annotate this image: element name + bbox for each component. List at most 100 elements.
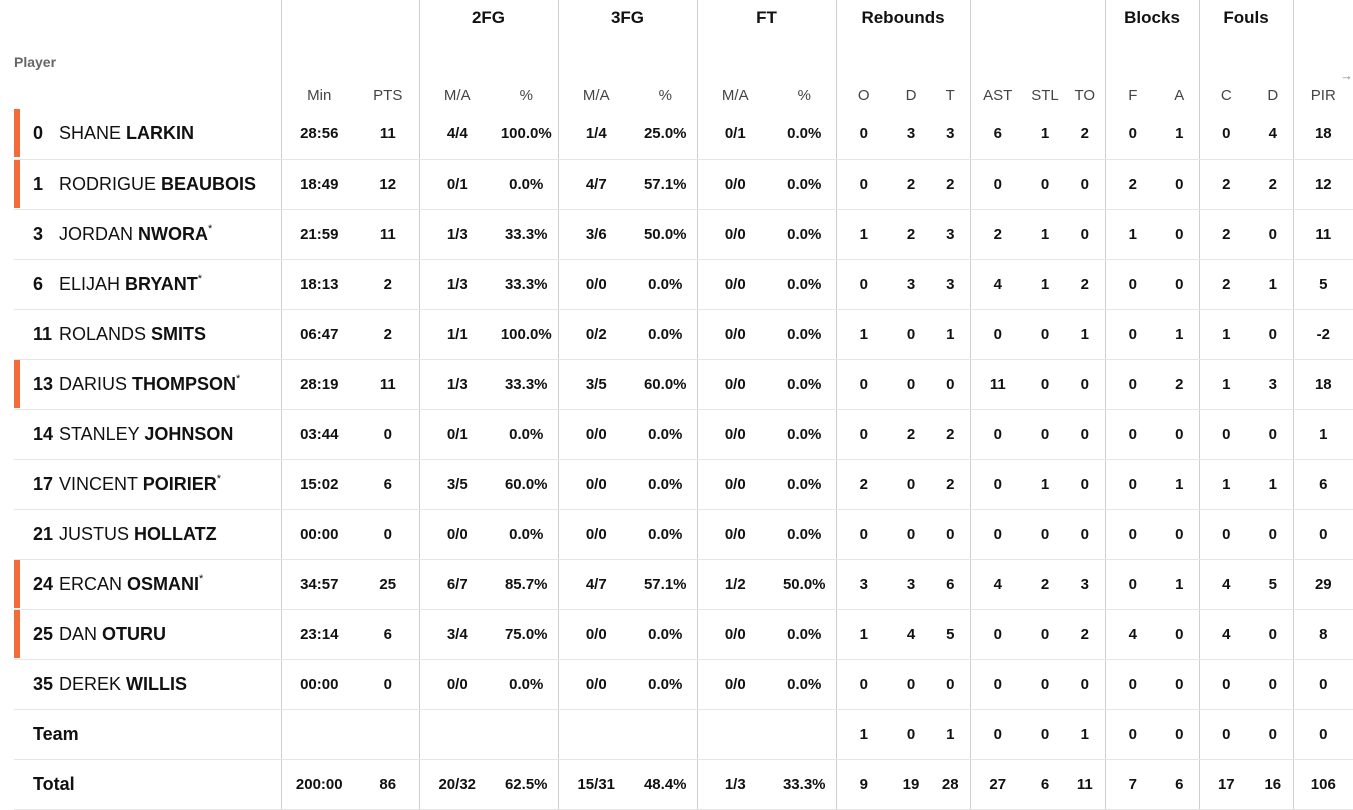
group-2fg: 2FG — [418, 0, 558, 36]
cell-reb-o: 0 — [835, 659, 891, 710]
player-number: 25 — [33, 623, 54, 644]
header-blk-a[interactable]: A — [1174, 87, 1185, 104]
cell-3fg-pct: 0.0% — [634, 659, 697, 710]
cell-stl: 1 — [1025, 459, 1066, 510]
player-last-name: OSMANI — [127, 573, 200, 594]
cell-2fg-pct — [495, 709, 558, 760]
cell-min: 18:13 — [280, 259, 357, 310]
cell-pts: 2 — [357, 309, 419, 360]
player-row[interactable]: 6 ELIJAH BRYANT* 18:13 2 1/3 33.3% 0/0 0.0% 0/0 0… — [14, 259, 1353, 310]
header-blk-f[interactable]: F — [1104, 36, 1161, 109]
player-row[interactable]: 1 RODRIGUE BEAUBOIS 18:49 12 0/1 0.0% 4/7 57.1%… — [14, 159, 1353, 210]
player-row[interactable]: 3 JORDAN NWORA* 21:59 11 1/3 33.3% 3/6 50.0% 0/0… — [14, 209, 1353, 260]
cell-reb-t: 3 — [931, 109, 971, 160]
player-name-cell[interactable]: 1 RODRIGUE BEAUBOIS — [14, 159, 281, 210]
cell-ft-ma — [696, 709, 773, 760]
header-reb-d[interactable]: D — [905, 87, 917, 104]
cell-ft-ma: 0/0 — [696, 659, 773, 710]
cell-ft-ma: 1/3 — [696, 759, 773, 810]
player-name-cell[interactable]: 0 SHANE LARKIN — [14, 109, 281, 160]
player-row[interactable]: 17 VINCENT POIRIER* 15:02 6 3/5 60.0% 0/0 0.0% 0… — [14, 459, 1353, 510]
starter-marker — [14, 109, 20, 157]
cell-3fg-pct: 57.1% — [634, 559, 697, 610]
player-number: 14 — [33, 423, 54, 444]
starter-marker — [14, 359, 20, 408]
player-last-name: BEAUBOIS — [161, 173, 257, 194]
header-fouls-c[interactable]: C — [1198, 36, 1254, 109]
cell-pts: 6 — [357, 459, 419, 510]
cell-reb-o: 1 — [835, 209, 891, 260]
cell-3fg-ma: 0/0 — [557, 259, 634, 310]
player-row[interactable]: 24 ERCAN OSMANI* 34:57 25 6/7 85.7% 4/7 57.1% 1/… — [14, 559, 1353, 610]
cell-3fg-ma: 0/0 — [557, 609, 634, 660]
header-player[interactable]: Player — [14, 54, 57, 70]
header-2fg-ma[interactable]: M/A — [418, 36, 495, 109]
cell-ast: 6 — [969, 109, 1026, 160]
header-3fg-pct[interactable]: % — [658, 87, 672, 104]
player-name-cell[interactable]: 24 ERCAN OSMANI* — [14, 559, 281, 610]
cell-2fg-ma: 0/1 — [418, 409, 495, 460]
header-ft-ma[interactable]: M/A — [696, 36, 773, 109]
player-number: 0 — [33, 123, 44, 144]
cell-2fg-pct: 60.0% — [495, 459, 558, 510]
cell-ft-ma: 0/0 — [696, 509, 773, 560]
cell-3fg-ma: 0/0 — [557, 659, 634, 710]
header-stl[interactable]: STL — [1031, 87, 1059, 104]
header-3fg-ma[interactable]: M/A — [557, 36, 634, 109]
group-header-row: 2FG 3FG FT Rebounds Blocks Fouls — [14, 0, 1353, 36]
header-min[interactable]: Min — [280, 36, 357, 109]
player-row[interactable]: 35 DEREK WILLIS 00:00 0 0/0 0.0% 0/0 0.0% 0/0 0.0… — [14, 659, 1353, 710]
cell-min: 23:14 — [280, 609, 357, 660]
player-row[interactable]: 21 JUSTUS HOLLATZ 00:00 0 0/0 0.0% 0/0 0.0% 0/0 0… — [14, 509, 1353, 560]
cell-fouls-c: 2 — [1198, 159, 1254, 210]
player-first-name: DEREK — [59, 673, 122, 694]
header-reb-o[interactable]: O — [835, 36, 891, 109]
header-pir[interactable]: PIR — [1292, 36, 1353, 109]
player-last-name: OTURU — [102, 623, 167, 644]
header-pts[interactable]: PTS — [373, 87, 403, 104]
cell-fouls-d: 0 — [1253, 659, 1294, 710]
cell-ft-ma: 0/0 — [696, 259, 773, 310]
header-2fg-pct[interactable]: % — [519, 87, 533, 104]
starter-star: * — [199, 572, 204, 585]
player-name-cell[interactable]: 35 DEREK WILLIS — [14, 659, 281, 710]
player-name-cell[interactable]: 25 DAN OTURU — [14, 609, 281, 660]
player-name-cell[interactable]: 17 VINCENT POIRIER* — [14, 459, 281, 510]
header-fouls-d[interactable]: D — [1267, 87, 1279, 104]
cell-ast: 0 — [969, 309, 1026, 360]
player-name-cell[interactable]: 11 ROLANDS SMITS — [14, 309, 281, 360]
header-to[interactable]: TO — [1074, 87, 1096, 104]
cell-stl: 1 — [1025, 259, 1066, 310]
cell-reb-d: 0 — [891, 509, 931, 560]
cell-min: 28:19 — [280, 359, 357, 410]
header-ft-pct[interactable]: % — [797, 87, 811, 104]
cell-ft-pct: 50.0% — [773, 559, 836, 610]
player-row[interactable]: 13 DARIUS THOMPSON* 28:19 11 1/3 33.3% 3/5 60.0… — [14, 359, 1353, 410]
cell-blk-a: 0 — [1160, 659, 1200, 710]
player-number: 24 — [33, 573, 54, 594]
cell-reb-o: 1 — [835, 709, 891, 760]
cell-to: 3 — [1065, 559, 1106, 610]
cell-ft-pct: 0.0% — [773, 159, 836, 210]
cell-ft-pct: 0.0% — [773, 459, 836, 510]
header-reb-t[interactable]: T — [945, 87, 955, 104]
cell-blk-f: 0 — [1104, 709, 1161, 760]
player-row[interactable]: 0 SHANE LARKIN 28:56 11 4/4 100.0% 1/4 25.0% 0/1… — [14, 109, 1353, 160]
cell-fouls-d: 1 — [1253, 259, 1294, 310]
arrow-right-icon[interactable]: → — [1340, 68, 1353, 83]
player-name-cell[interactable]: 14 STANLEY JOHNSON — [14, 409, 281, 460]
player-name-cell[interactable]: 3 JORDAN NWORA* — [14, 209, 281, 260]
player-name-cell[interactable]: 6 ELIJAH BRYANT* — [14, 259, 281, 310]
cell-ast: 0 — [969, 509, 1026, 560]
player-row[interactable]: 14 STANLEY JOHNSON 03:44 0 0/1 0.0% 0/0 0.0% 0/0… — [14, 409, 1353, 460]
cell-2fg-pct: 100.0% — [495, 109, 558, 160]
cell-fouls-d: 16 — [1253, 759, 1294, 810]
header-ast[interactable]: AST — [969, 36, 1026, 109]
player-row[interactable]: 11 ROLANDS SMITS 06:47 2 1/1 100.0% 0/2 0.0% 0/0… — [14, 309, 1353, 360]
player-row[interactable]: 25 DAN OTURU 23:14 6 3/4 75.0% 0/0 0.0% 0/0 0.0% 1… — [14, 609, 1353, 660]
player-name-cell[interactable]: 13 DARIUS THOMPSON* — [14, 359, 281, 410]
cell-3fg-pct: 0.0% — [634, 259, 697, 310]
player-name-cell[interactable]: 21 JUSTUS HOLLATZ — [14, 509, 281, 560]
cell-reb-t: 3 — [931, 209, 971, 260]
cell-2fg-ma: 1/3 — [418, 259, 495, 310]
